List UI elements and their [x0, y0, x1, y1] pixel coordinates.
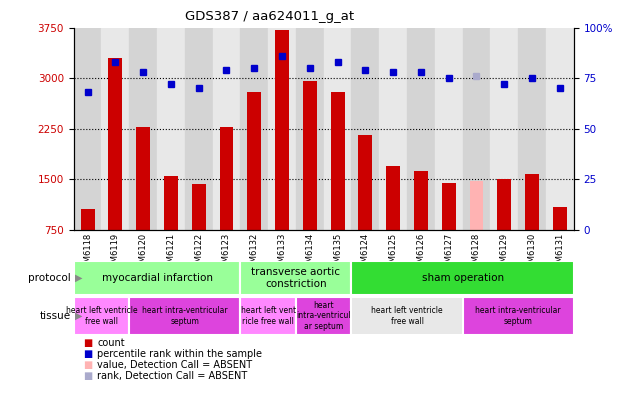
- Bar: [275, 30, 289, 280]
- Bar: [442, 183, 456, 280]
- Text: tissue: tissue: [39, 311, 71, 321]
- Bar: [351, 297, 463, 335]
- Bar: [129, 28, 157, 230]
- Bar: [268, 28, 296, 230]
- Bar: [463, 297, 574, 335]
- Text: myocardial infarction: myocardial infarction: [101, 273, 213, 283]
- Bar: [407, 28, 435, 230]
- Bar: [240, 261, 351, 295]
- Bar: [213, 28, 240, 230]
- Text: percentile rank within the sample: percentile rank within the sample: [97, 348, 262, 359]
- Text: protocol: protocol: [28, 273, 71, 283]
- Bar: [192, 184, 206, 280]
- Text: GDS387 / aa624011_g_at: GDS387 / aa624011_g_at: [185, 10, 354, 23]
- Bar: [185, 28, 213, 230]
- Text: heart left ventricle
free wall: heart left ventricle free wall: [371, 306, 443, 326]
- Bar: [101, 28, 129, 230]
- Bar: [435, 28, 463, 230]
- Bar: [379, 28, 407, 230]
- Bar: [386, 166, 400, 280]
- Bar: [469, 181, 483, 280]
- Bar: [81, 209, 95, 280]
- Text: heart left vent
ricle free wall: heart left vent ricle free wall: [240, 306, 296, 326]
- Bar: [296, 297, 351, 335]
- Text: ▶: ▶: [75, 311, 83, 321]
- Bar: [324, 28, 351, 230]
- Bar: [74, 297, 129, 335]
- Bar: [74, 261, 240, 295]
- Text: heart
intra-ventricul
ar septum: heart intra-ventricul ar septum: [296, 301, 351, 331]
- Bar: [74, 28, 101, 230]
- Bar: [553, 208, 567, 280]
- Bar: [351, 261, 574, 295]
- Bar: [490, 28, 518, 230]
- Text: heart left ventricle
free wall: heart left ventricle free wall: [65, 306, 137, 326]
- Bar: [497, 179, 512, 280]
- Bar: [129, 297, 240, 335]
- Bar: [546, 28, 574, 230]
- Bar: [157, 28, 185, 230]
- Text: ■: ■: [83, 371, 92, 381]
- Text: ■: ■: [83, 360, 92, 370]
- Bar: [303, 81, 317, 280]
- Bar: [296, 28, 324, 230]
- Text: transverse aortic
constriction: transverse aortic constriction: [251, 267, 340, 289]
- Text: heart intra-ventricular
septum: heart intra-ventricular septum: [476, 306, 561, 326]
- Bar: [219, 128, 233, 280]
- Bar: [247, 91, 262, 280]
- Bar: [358, 135, 372, 280]
- Bar: [240, 28, 268, 230]
- Text: sham operation: sham operation: [422, 273, 504, 283]
- Text: heart intra-ventricular
septum: heart intra-ventricular septum: [142, 306, 228, 326]
- Text: count: count: [97, 337, 125, 348]
- Text: ▶: ▶: [75, 273, 83, 283]
- Bar: [137, 128, 150, 280]
- Bar: [414, 171, 428, 280]
- Bar: [240, 297, 296, 335]
- Bar: [108, 58, 122, 280]
- Text: value, Detection Call = ABSENT: value, Detection Call = ABSENT: [97, 360, 253, 370]
- Text: rank, Detection Call = ABSENT: rank, Detection Call = ABSENT: [97, 371, 247, 381]
- Bar: [525, 174, 539, 280]
- Bar: [518, 28, 546, 230]
- Bar: [164, 177, 178, 280]
- Bar: [351, 28, 379, 230]
- Bar: [331, 91, 345, 280]
- Bar: [463, 28, 490, 230]
- Text: ■: ■: [83, 337, 92, 348]
- Text: ■: ■: [83, 348, 92, 359]
